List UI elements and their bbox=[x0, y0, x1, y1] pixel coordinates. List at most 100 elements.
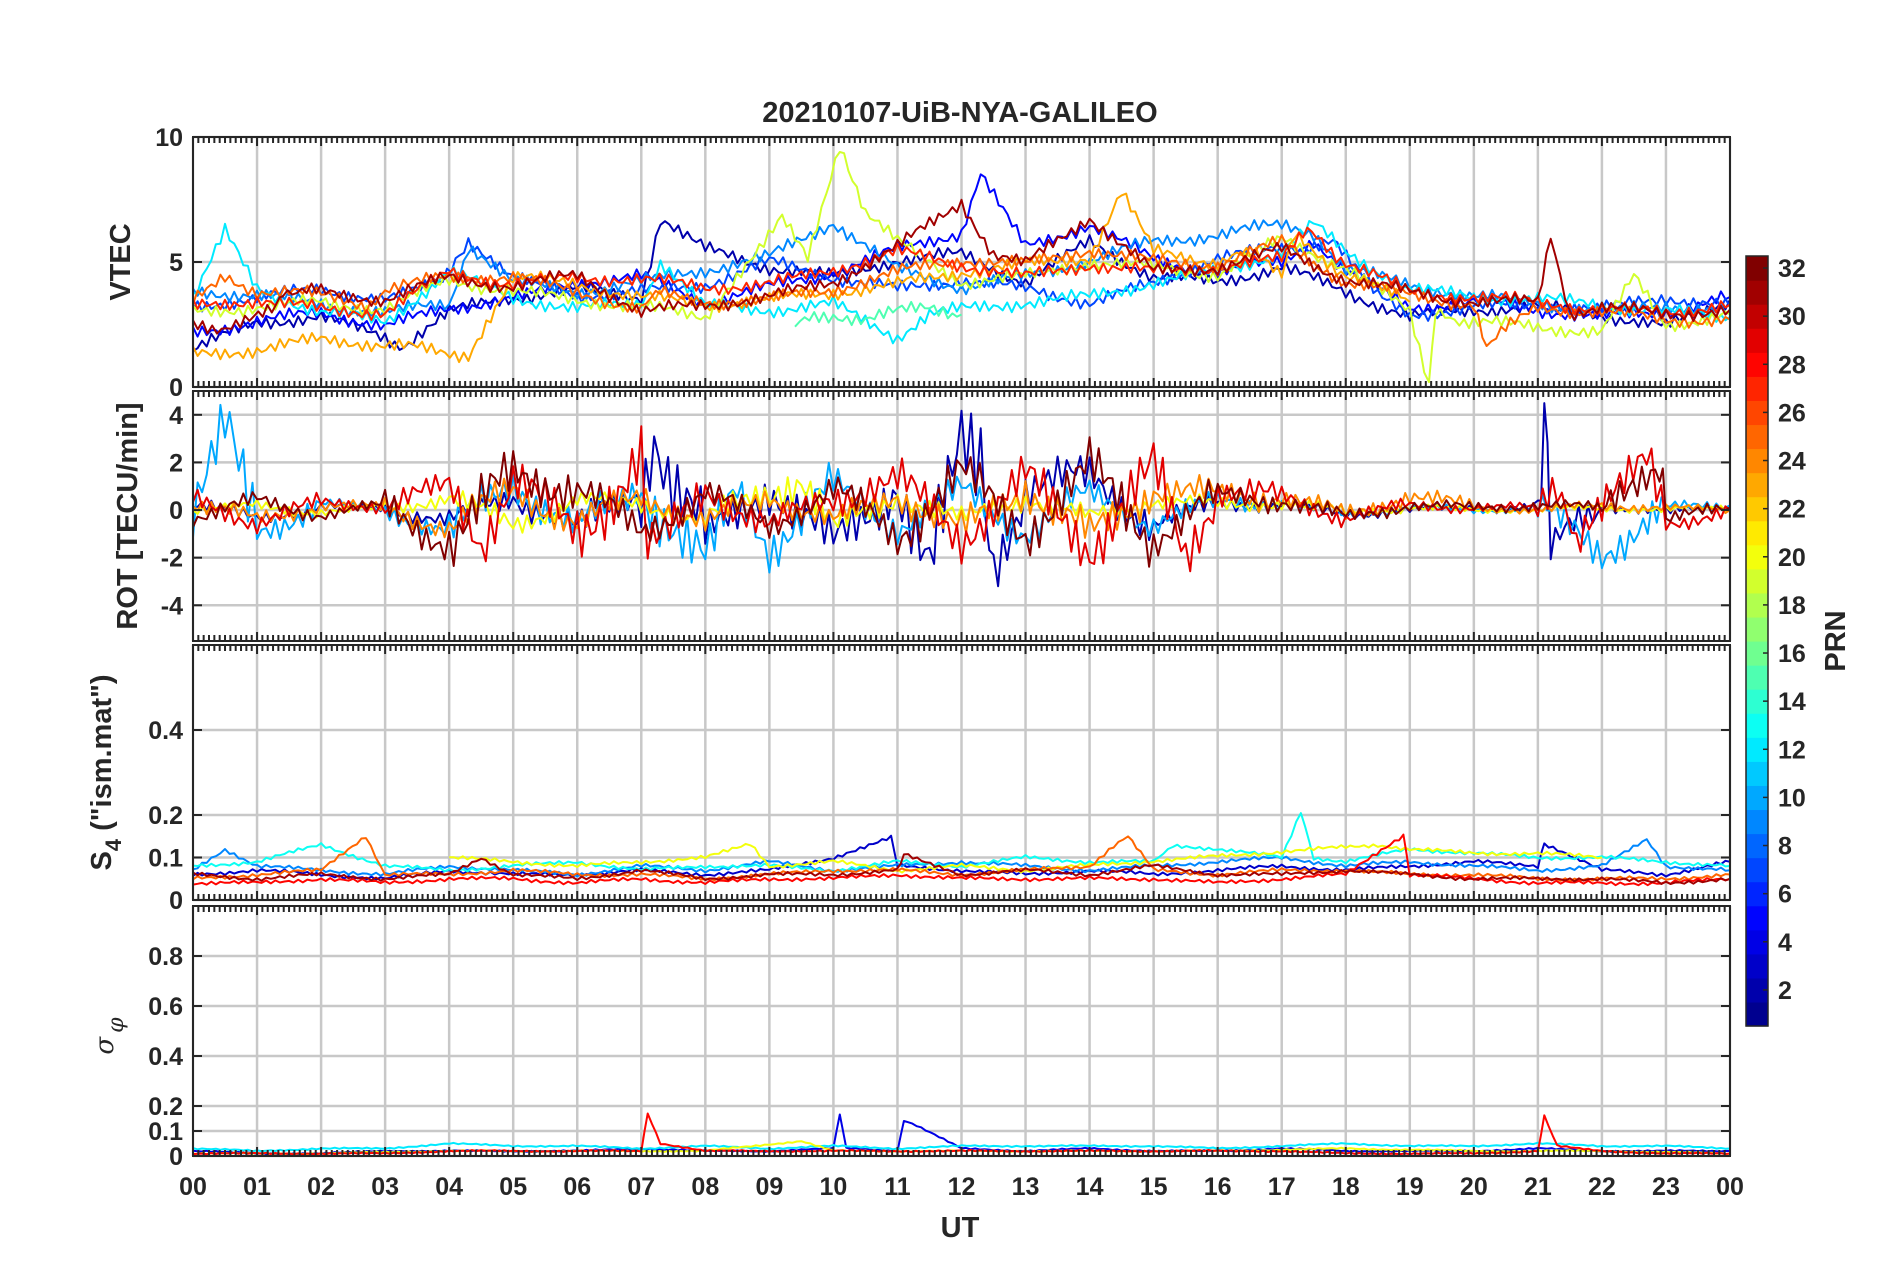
colorbar-tick-label: 22 bbox=[1778, 496, 1806, 524]
colorbar-swatch bbox=[1746, 1001, 1768, 1027]
x-tick-label: 08 bbox=[691, 1173, 719, 1201]
vtec-y-axis-label: VTEC bbox=[105, 223, 137, 300]
colorbar-tick-label: 16 bbox=[1778, 640, 1806, 668]
rot-ticks bbox=[192, 391, 1731, 641]
colorbar-swatch bbox=[1746, 761, 1768, 786]
x-tick-label: 10 bbox=[820, 1173, 848, 1201]
x-tick-label: 14 bbox=[1076, 1173, 1104, 1201]
colorbar-tick-label: 18 bbox=[1778, 592, 1806, 620]
sigma-ticks bbox=[192, 906, 1731, 1157]
s4-series bbox=[193, 812, 1730, 887]
vtec-series-prn-7 bbox=[193, 237, 1730, 322]
colorbar-tick-label: 8 bbox=[1778, 833, 1792, 861]
x-tick-label: 01 bbox=[243, 1173, 271, 1201]
colorbar-tick-label: 14 bbox=[1778, 688, 1806, 716]
colorbar-swatch bbox=[1746, 520, 1768, 546]
colorbar-swatch bbox=[1746, 833, 1768, 859]
colorbar-swatch bbox=[1746, 280, 1768, 305]
x-tick-label: 16 bbox=[1204, 1173, 1232, 1201]
colorbar-swatch bbox=[1746, 929, 1768, 955]
vtec-ticks bbox=[192, 136, 1731, 388]
colorbar-tick-label: 2 bbox=[1778, 977, 1792, 1005]
colorbar-swatch bbox=[1746, 376, 1768, 401]
colorbar-tick-label: 32 bbox=[1778, 255, 1806, 283]
sigma-series-prn-12 bbox=[193, 1141, 1730, 1153]
colorbar-tick-label: 28 bbox=[1778, 351, 1806, 379]
rot-y-tick-label: 4 bbox=[169, 402, 183, 430]
s4-series-prn-3 bbox=[193, 834, 1730, 881]
colorbar-tick-label: 24 bbox=[1778, 448, 1806, 476]
colorbar-swatch bbox=[1746, 256, 1768, 281]
sigma-y-tick-label: 0 bbox=[169, 1143, 183, 1171]
sigma-y-tick-label: 0.2 bbox=[148, 1093, 183, 1121]
panel-vtec: 0 5 10 VTEC bbox=[105, 124, 1732, 402]
x-tick-label: 00 bbox=[1716, 1173, 1744, 1201]
colorbar-swatch bbox=[1746, 713, 1768, 738]
colorbar-tick-label: 6 bbox=[1778, 881, 1792, 909]
colorbar-swatch bbox=[1746, 544, 1768, 570]
vtec-series bbox=[193, 151, 1730, 384]
x-tick-label: 04 bbox=[435, 1173, 463, 1201]
chart-title: 20210107-UiB-NYA-GALILEO bbox=[762, 97, 1157, 129]
colorbar-swatch bbox=[1746, 352, 1768, 377]
s4-ticks bbox=[192, 645, 1731, 901]
colorbar-swatch bbox=[1746, 737, 1768, 762]
x-tick-label: 23 bbox=[1652, 1173, 1680, 1201]
sigma-y-tick-label: 0.4 bbox=[148, 1043, 183, 1071]
rot-series-prn-10 bbox=[193, 403, 1730, 574]
s4-series-prn-31 bbox=[193, 853, 1730, 885]
x-tick-label: 11 bbox=[884, 1173, 911, 1201]
x-tick-label: 05 bbox=[499, 1173, 527, 1201]
x-tick-label: 03 bbox=[371, 1173, 399, 1201]
sigma-y-tick-label: 0.8 bbox=[148, 943, 183, 971]
colorbar-tick-label: 20 bbox=[1778, 544, 1806, 572]
x-tick-label: 20 bbox=[1460, 1173, 1488, 1201]
rot-y-tick-label: 2 bbox=[169, 449, 183, 477]
s4-y-tick-label: 0 bbox=[169, 887, 183, 915]
vtec-y-tick-label: 0 bbox=[169, 374, 183, 402]
panel-sigma: 00.10.2 0.4 0.6 0.8 σφ bbox=[90, 905, 1732, 1171]
rot-series bbox=[193, 402, 1730, 588]
colorbar-swatch bbox=[1746, 616, 1768, 642]
colorbar-label: PRN bbox=[1820, 610, 1852, 671]
x-tick-label: 19 bbox=[1396, 1173, 1424, 1201]
vtec-series-prn-31 bbox=[193, 198, 1730, 335]
colorbar-swatch bbox=[1746, 809, 1768, 835]
sigma-y-tick-label: 0.6 bbox=[148, 993, 183, 1021]
colorbar-swatch bbox=[1746, 905, 1768, 931]
colorbar-tick-label: 4 bbox=[1778, 929, 1792, 957]
x-tick-label: 07 bbox=[627, 1173, 655, 1201]
colorbar-swatch bbox=[1746, 496, 1768, 522]
colorbar-tick-label: 12 bbox=[1778, 736, 1806, 764]
sigma-grid bbox=[191, 906, 1732, 1158]
x-tick-label: 02 bbox=[307, 1173, 335, 1201]
colorbar-swatch bbox=[1746, 857, 1768, 883]
rot-y-tick-label: 0 bbox=[169, 497, 183, 525]
x-tick-label: 13 bbox=[1012, 1173, 1040, 1201]
x-tick-label: 22 bbox=[1588, 1173, 1616, 1201]
vtec-y-tick-label: 10 bbox=[155, 124, 183, 152]
colorbar-tick-label: 30 bbox=[1778, 303, 1806, 331]
x-tick-labels: 00 01 02 03 04 05 06 07 08 09 10 11 12 13 14 15 16 17 18 19… bbox=[179, 1173, 1744, 1201]
rot-grid bbox=[191, 391, 1732, 641]
s4-y-tick-label: 0.2 bbox=[148, 802, 183, 830]
x-tick-label: 06 bbox=[563, 1173, 591, 1201]
panel-rot: -4 -2 0 2 4 ROT [TECU/min] bbox=[112, 390, 1732, 642]
x-axis-label: UT bbox=[941, 1212, 980, 1244]
colorbar-swatch bbox=[1746, 304, 1768, 329]
x-tick-label: 12 bbox=[948, 1173, 976, 1201]
panel-s4: 0 0.1 0.2 0.4 S4 ("ism.mat") bbox=[86, 644, 1732, 915]
sigma-y-tick-label: 0.1 bbox=[148, 1118, 183, 1146]
colorbar-swatch bbox=[1746, 592, 1768, 618]
x-tick-label: 09 bbox=[755, 1173, 783, 1201]
rot-series-prn-32 bbox=[193, 436, 1730, 568]
sigma-y-axis-label: σφ bbox=[90, 1017, 129, 1055]
colorbar-tick-label: 26 bbox=[1778, 399, 1806, 427]
colorbar-swatch bbox=[1746, 400, 1768, 426]
colorbar-frame bbox=[1745, 255, 1769, 1027]
vtec-series-prn-27 bbox=[193, 226, 1730, 321]
colorbar-swatch bbox=[1746, 785, 1768, 811]
colorbar-swatch bbox=[1746, 424, 1768, 450]
s4-y-axis-label: S4 ("ism.mat") bbox=[86, 674, 126, 870]
